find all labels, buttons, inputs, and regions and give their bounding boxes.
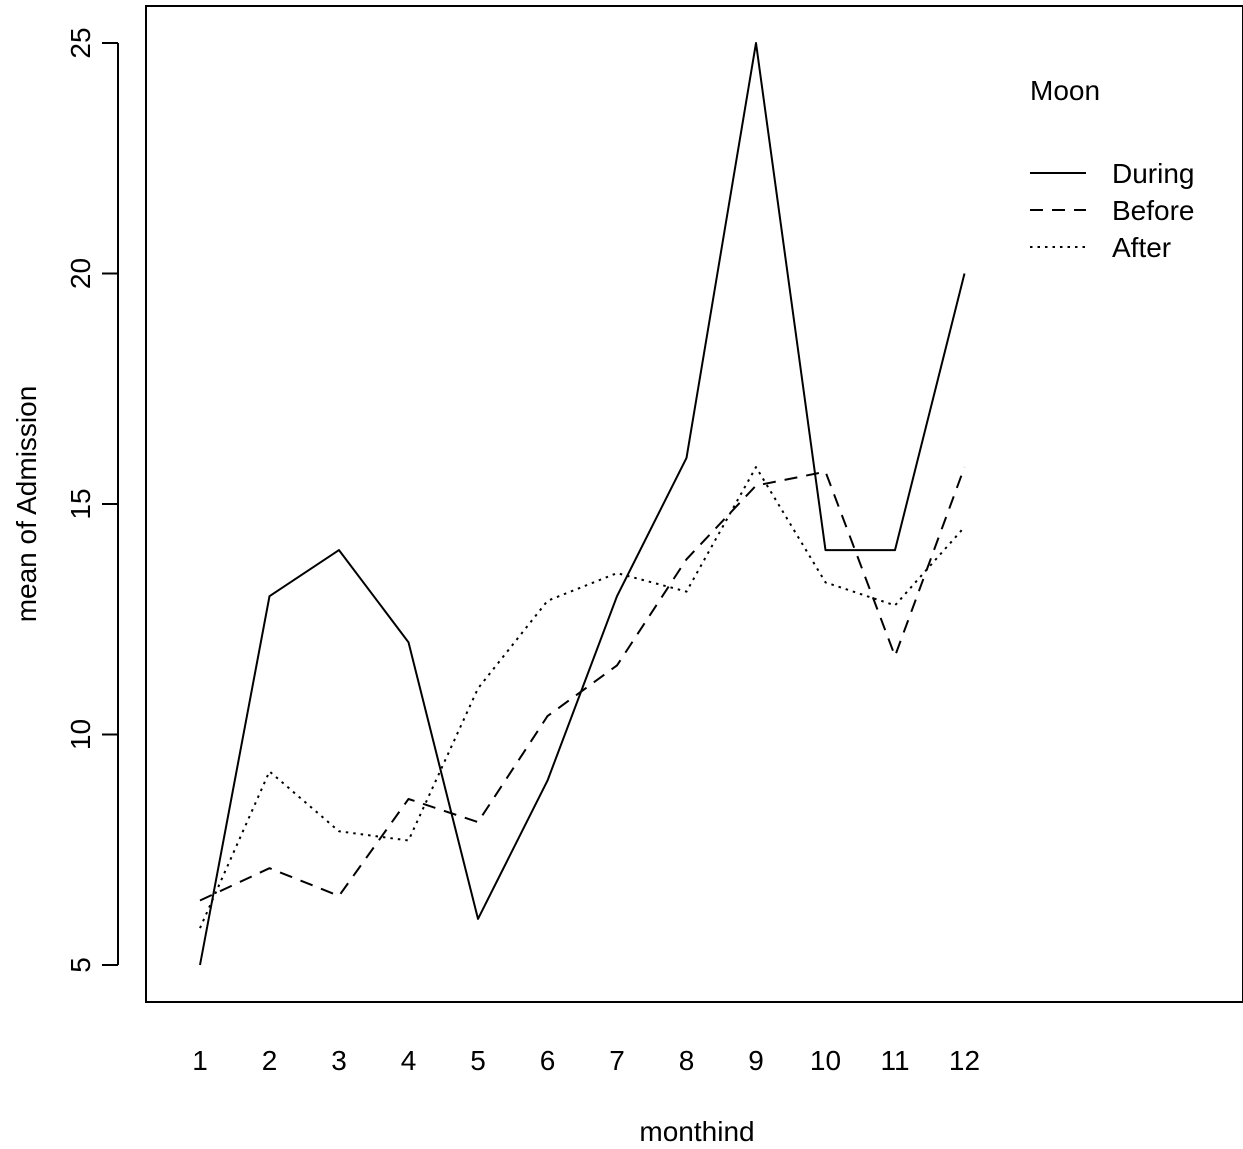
x-tick-label: 12 (949, 1045, 980, 1076)
x-tick-label: 3 (331, 1045, 347, 1076)
series-layer (199, 42, 966, 966)
legend-title: Moon (1030, 75, 1100, 106)
x-axis-label: monthind (639, 1116, 754, 1147)
series-line-during (199, 42, 966, 966)
legend: Moon During Before After (1030, 75, 1195, 263)
x-tick-label: 10 (810, 1045, 841, 1076)
x-tick-label: 1 (192, 1045, 208, 1076)
x-tick-label: 2 (262, 1045, 278, 1076)
legend-label-during: During (1112, 158, 1194, 189)
series-line-after (199, 466, 966, 929)
x-tick-label: 9 (748, 1045, 764, 1076)
x-tick-label: 8 (679, 1045, 695, 1076)
legend-label-after: After (1112, 232, 1171, 263)
x-tick-label: 4 (401, 1045, 417, 1076)
y-axis: 5 10 15 20 25 (65, 27, 119, 973)
y-axis-label: mean of Admission (11, 386, 42, 623)
x-tick-label: 11 (880, 1045, 909, 1076)
x-tick-label: 6 (540, 1045, 556, 1076)
plot-box (145, 5, 1243, 1003)
y-tick-label: 15 (65, 488, 96, 519)
y-tick-label: 10 (65, 719, 96, 750)
y-tick-label: 25 (65, 27, 96, 58)
x-axis: 1 2 3 4 5 6 7 8 9 10 11 12 (192, 1045, 980, 1076)
y-tick-label: 5 (65, 957, 96, 973)
x-tick-label: 5 (470, 1045, 486, 1076)
legend-label-before: Before (1112, 195, 1195, 226)
series-line-before (199, 466, 966, 902)
y-tick-label: 20 (65, 258, 96, 289)
legend-entries: During Before After (1030, 158, 1195, 263)
x-tick-label: 7 (609, 1045, 625, 1076)
